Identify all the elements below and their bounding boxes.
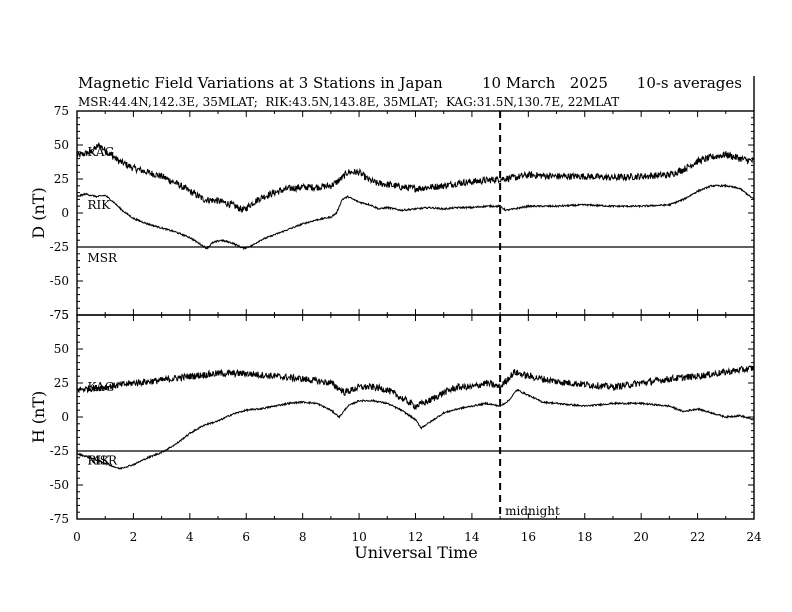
x-axis-label: Universal Time: [354, 543, 477, 562]
series-label-rik-h: RIK: [87, 454, 111, 468]
x-tick-label: 24: [746, 530, 762, 544]
y-tick-label: 50: [54, 342, 69, 356]
x-tick-label: 12: [408, 530, 423, 544]
y-tick-label: 75: [54, 308, 69, 322]
y-tick-label: -50: [50, 274, 69, 288]
chart-title: Magnetic Field Variations at 3 Stations …: [78, 74, 443, 92]
x-tick-label: 4: [186, 530, 194, 544]
y-tick-label: -25: [50, 240, 69, 254]
series-line-rik-d: [76, 183, 755, 251]
y-tick-label: 0: [61, 206, 69, 220]
y-tick-label: -50: [50, 478, 69, 492]
series-label-kag-d: KAG: [87, 145, 114, 159]
x-tick-label: 8: [299, 530, 307, 544]
x-tick-label: 20: [634, 530, 649, 544]
x-tick-label: 22: [690, 530, 705, 544]
y-tick-label: 25: [54, 376, 69, 390]
series-line-kag-h: [76, 365, 755, 411]
series-label-msr-h: MSR: [87, 454, 118, 468]
x-tick-label: 0: [73, 530, 81, 544]
panel-frame-d: [76, 110, 755, 316]
x-tick-label: 14: [464, 530, 480, 544]
x-tick-label: 2: [130, 530, 138, 544]
y-tick-label: -75: [50, 512, 69, 526]
averaging-label: 10-s averages: [637, 74, 742, 92]
chart-date: 10 March 2025: [482, 74, 608, 92]
panel-d: 75 50 25 0 -25 -50 -75 D (nT) KAG RIK MSR: [29, 104, 755, 322]
y-tick-label: 75: [54, 104, 69, 118]
y-axis-label-d: D (nT): [29, 187, 48, 238]
series-label-rik-d: RIK: [87, 198, 111, 212]
series-label-kag-h: KAG: [87, 380, 114, 394]
y-axis-label-h: H (nT): [29, 391, 48, 444]
y-tick-label: -75: [50, 308, 69, 322]
x-tick-label: 18: [577, 530, 592, 544]
series-line-kag-d: [76, 142, 755, 213]
panel-frame-h: [76, 314, 755, 520]
series-line-rik-h: [76, 388, 755, 470]
y-tick-label: 25: [54, 172, 69, 186]
x-tick-label: 16: [521, 530, 536, 544]
y-tick-label: 0: [61, 410, 69, 424]
x-tick-label: 10: [351, 530, 366, 544]
midnight-label: midnight: [505, 504, 560, 518]
series-label-msr-d: MSR: [87, 251, 118, 265]
y-tick-label: 50: [54, 138, 69, 152]
y-tick-label: -25: [50, 444, 69, 458]
x-tick-label: 6: [242, 530, 250, 544]
station-info: MSR:44.4N,142.3E, 35MLAT; RIK:43.5N,143.…: [78, 95, 619, 109]
